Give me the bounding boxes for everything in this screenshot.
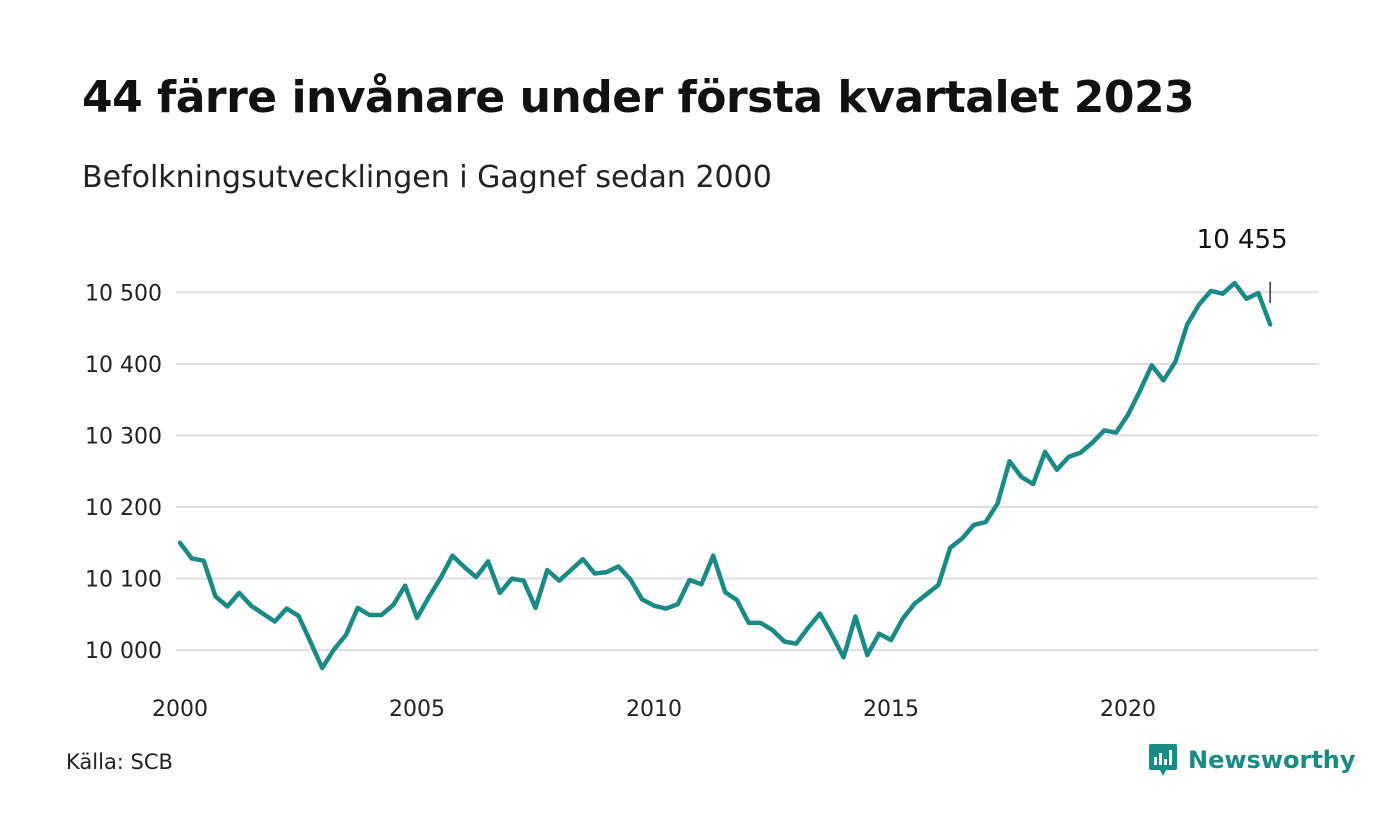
chart-subtitle: Befolkningsutvecklingen i Gagnef sedan 2… xyxy=(82,160,772,195)
x-tick-label: 2020 xyxy=(1100,697,1156,722)
end-value-label: 10 455 xyxy=(1197,225,1288,255)
y-tick-label: 10 300 xyxy=(85,424,162,449)
y-tick-label: 10 500 xyxy=(85,281,162,306)
chart-title: 44 färre invånare under första kvartalet… xyxy=(82,72,1195,123)
y-tick-label: 10 100 xyxy=(85,568,162,593)
x-tick-label: 2010 xyxy=(626,697,682,722)
x-tick-label: 2005 xyxy=(389,697,445,722)
brand-name: Newsworthy xyxy=(1188,746,1356,774)
population-series-line xyxy=(177,280,1273,671)
series-points xyxy=(178,281,1273,670)
grid-lines xyxy=(176,291,1318,652)
source-note: Källa: SCB xyxy=(66,750,173,774)
newsworthy-logo-icon xyxy=(1149,744,1177,776)
x-tick-label: 2015 xyxy=(863,697,919,722)
x-axis-ticks: 2000 2005 2010 2015 2020 xyxy=(152,697,1156,722)
x-tick-label: 2000 xyxy=(152,697,208,722)
brand-logo: Newsworthy xyxy=(1148,742,1356,778)
y-axis-ticks: 10 000 10 100 10 200 10 300 10 400 10 500 xyxy=(85,281,162,664)
y-tick-label: 10 200 xyxy=(85,496,162,521)
y-tick-label: 10 000 xyxy=(85,639,162,664)
y-tick-label: 10 400 xyxy=(85,353,162,378)
